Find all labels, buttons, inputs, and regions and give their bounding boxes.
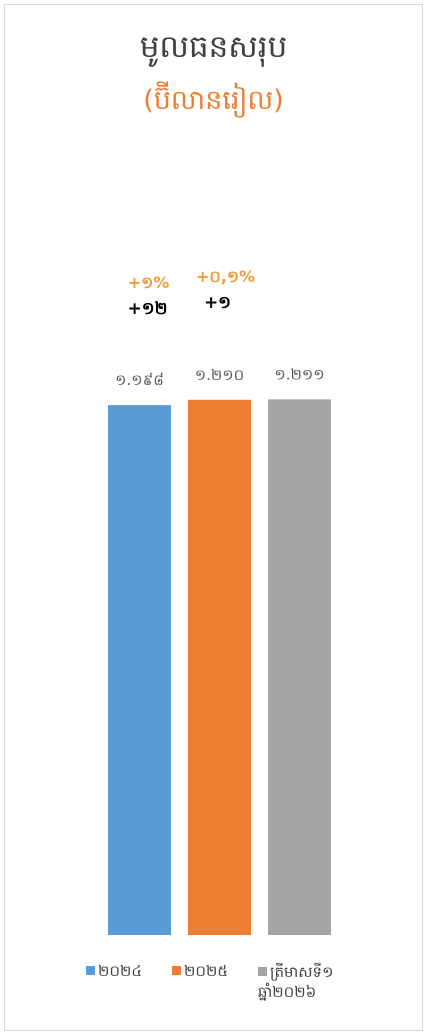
- legend-swatch-2025: [172, 966, 181, 975]
- bar-0: [108, 405, 171, 936]
- legend-label-2024: ២០២៤: [98, 962, 142, 980]
- data-label-0: ១.១៩៨: [115, 371, 164, 389]
- legend-swatch-2024: [86, 966, 95, 975]
- growth-change-1: +១: [204, 293, 231, 313]
- data-label-1: ១.២១០: [195, 366, 244, 384]
- data-label-2: ១.២១១: [274, 365, 324, 383]
- legend-swatch-q1-2026: [258, 967, 267, 976]
- chart-subtitle: (ប៊ីលានរៀល): [143, 85, 284, 116]
- chart-title: មូលធនសរុប: [139, 29, 288, 65]
- growth-percent-0: +១%: [128, 273, 170, 292]
- growth-percent-1: +០,១%: [196, 267, 255, 286]
- legend-item-2024: ២០២៤: [86, 962, 142, 984]
- bar-2: [268, 399, 331, 936]
- bar-1: [188, 399, 251, 935]
- legend-label-2025: ២០២៥: [184, 962, 228, 980]
- legend-label-q1-2026: ត្រីមាសទី១ ឆ្នាំ២០២៦: [258, 963, 334, 1001]
- legend-item-2025: ២០២៥: [172, 962, 228, 984]
- legend-item-q1-2026: ត្រីមាសទី១ ឆ្នាំ២០២៦: [258, 962, 368, 1002]
- growth-change-0: +១២: [128, 299, 168, 319]
